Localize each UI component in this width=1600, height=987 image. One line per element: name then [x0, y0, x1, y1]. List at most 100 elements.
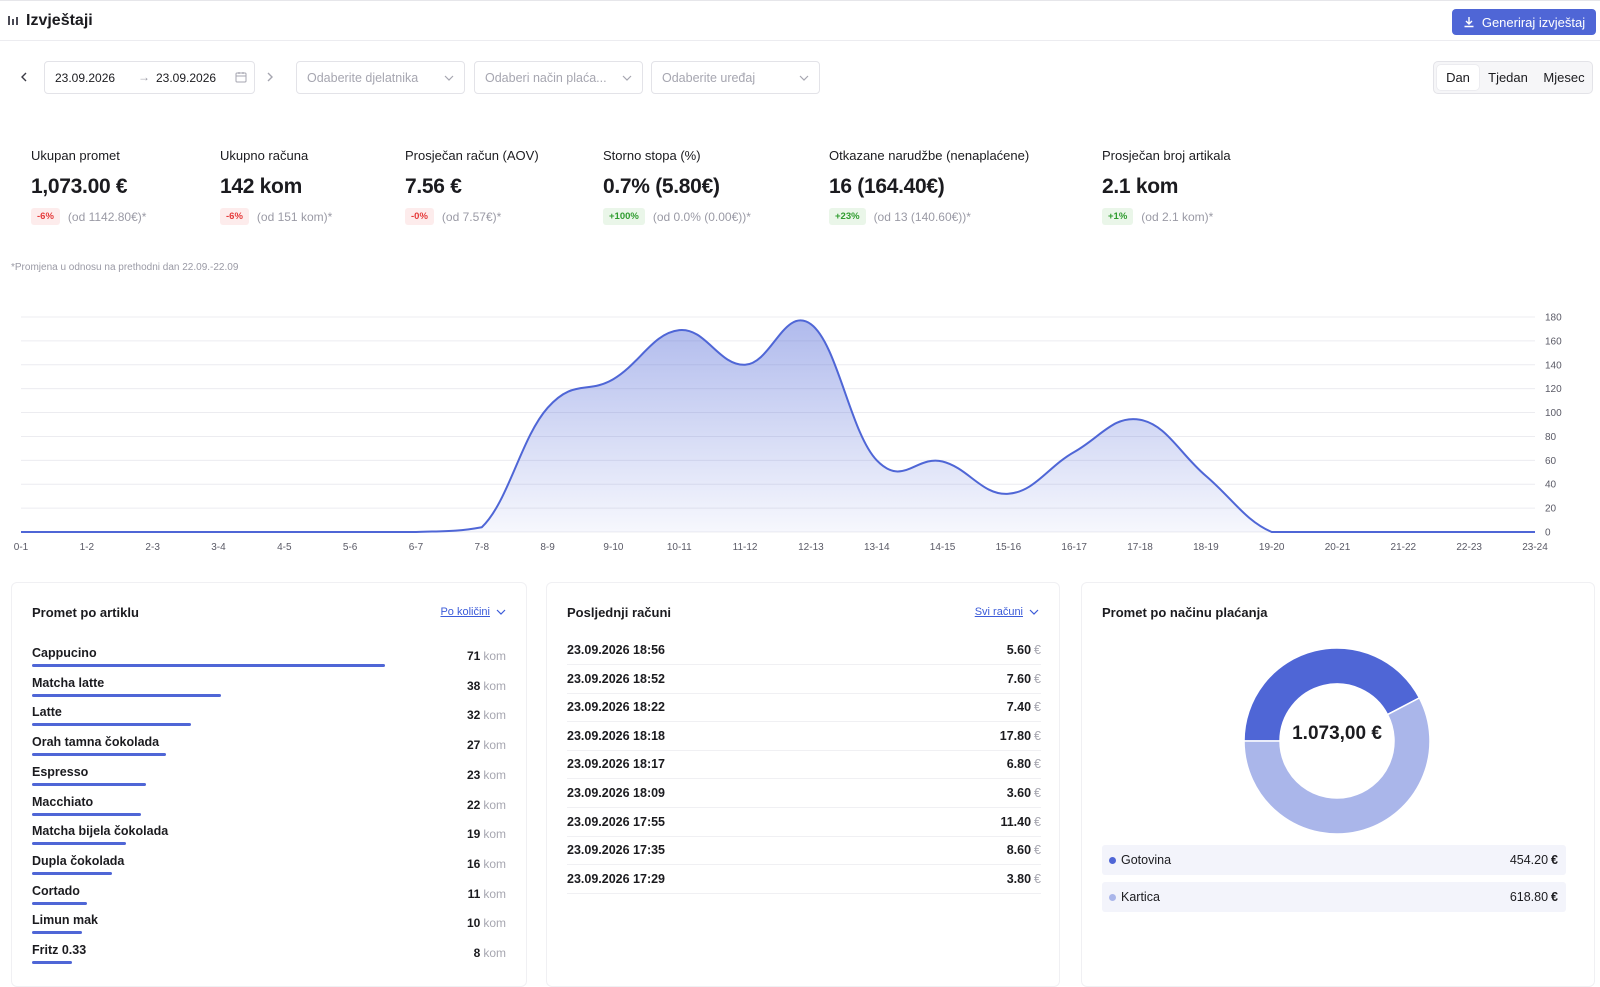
chart-point[interactable]: [1529, 526, 1541, 538]
legend-dot: [1109, 857, 1116, 864]
kpi-change-badge: -0%: [405, 208, 434, 225]
article-quantity-bar: [32, 664, 385, 667]
chart-point[interactable]: [1463, 526, 1475, 538]
bill-amount: 3.80 €: [1007, 872, 1041, 886]
y-tick-label: 0: [1545, 528, 1551, 539]
article-name: Cappucino: [32, 646, 97, 660]
chart-point[interactable]: [542, 402, 554, 414]
kpi-change-badge: -6%: [220, 208, 249, 225]
bill-row[interactable]: 23.09.2026 18:52 7.60 €: [567, 665, 1041, 694]
bill-row[interactable]: 23.09.2026 18:18 17.80 €: [567, 722, 1041, 751]
article-quantity-bar: [32, 723, 192, 727]
card-title: Promet po načinu plaćanja: [1102, 605, 1268, 620]
y-tick-label: 160: [1545, 336, 1562, 347]
next-day-button[interactable]: [260, 67, 280, 87]
bill-row[interactable]: 23.09.2026 18:09 3.60 €: [567, 779, 1041, 808]
chart-point[interactable]: [278, 526, 290, 538]
x-tick-label: 12-13: [798, 542, 824, 553]
bill-row[interactable]: 23.09.2026 18:17 6.80 €: [567, 750, 1041, 780]
donut-slice[interactable]: [1243, 647, 1421, 742]
article-quantity: 19 kom: [467, 827, 506, 841]
chart-point[interactable]: [937, 456, 949, 468]
bill-row[interactable]: 23.09.2026 17:35 8.60 €: [567, 836, 1041, 866]
article-row: Matcha bijela čokolada 19 kom: [32, 824, 506, 854]
donut-slice[interactable]: [1243, 696, 1431, 835]
chart-point[interactable]: [1068, 446, 1080, 458]
previous-day-button[interactable]: [14, 67, 34, 87]
employee-select[interactable]: Odaberite djelatnika: [296, 61, 465, 94]
chart-point[interactable]: [476, 521, 488, 533]
payment-amount-value: 618.80: [1509, 890, 1549, 904]
chevron-down-icon: [799, 75, 809, 81]
bill-currency: €: [1034, 671, 1041, 686]
donut-total: 1.073,00 €: [1292, 723, 1382, 744]
chart-point[interactable]: [81, 526, 93, 538]
bill-row[interactable]: 23.09.2026 18:56 5.60 €: [567, 636, 1041, 665]
kpi-compare: (od 0.0% (0.00€))*: [652, 209, 751, 224]
device-select[interactable]: Odaberite uređaj: [651, 61, 820, 94]
date-range-picker[interactable]: 23.09.2026 → 23.09.2026: [44, 61, 255, 94]
bill-datetime: 23.09.2026 18:09: [567, 786, 666, 800]
article-quantity-value: 27: [466, 738, 481, 753]
chart-point[interactable]: [739, 359, 751, 371]
x-tick-label: 20-21: [1325, 542, 1351, 553]
x-tick-label: 1-2: [80, 542, 95, 553]
chart-point[interactable]: [1266, 526, 1278, 538]
period-week-tab[interactable]: Tjedan: [1488, 70, 1528, 85]
x-tick-label: 23-24: [1522, 542, 1548, 553]
sort-by-quantity-dropdown[interactable]: Po količini: [440, 606, 506, 618]
bill-datetime: 23.09.2026 18:52: [567, 671, 666, 686]
chart-point[interactable]: [1134, 414, 1146, 426]
chart-point[interactable]: [1200, 470, 1212, 482]
article-quantity-value: 71: [466, 649, 481, 663]
chart-point[interactable]: [673, 324, 685, 336]
kpi-label: Ukupan promet: [31, 148, 120, 163]
payment-legend-row: Kartica 618.80 €: [1102, 882, 1566, 912]
kpi-value: 2.1 kom: [1102, 175, 1179, 198]
chart-point[interactable]: [147, 526, 159, 538]
chart-point[interactable]: [1397, 526, 1409, 538]
kpi-change-badge: -6%: [31, 208, 60, 225]
y-tick-label: 100: [1545, 408, 1562, 419]
chart-point[interactable]: [1002, 488, 1014, 500]
generate-report-button[interactable]: Generiraj izvještaj: [1452, 9, 1596, 35]
chart-point[interactable]: [607, 373, 619, 385]
chart-point[interactable]: [344, 526, 356, 538]
article-quantity-value: 19: [466, 827, 481, 842]
payment-method-select[interactable]: Odaberi način plaća...: [474, 61, 643, 94]
bill-currency: €: [1034, 786, 1041, 800]
article-quantity-bar: [32, 693, 221, 697]
chart-point[interactable]: [871, 454, 883, 466]
article-quantity-unit: kom: [483, 946, 506, 960]
bill-row[interactable]: 23.09.2026 17:55 11.40 €: [567, 808, 1041, 837]
article-name: Matcha latte: [32, 675, 105, 690]
kpi-value: 0.7% (5.80€): [603, 175, 720, 198]
article-name: Fritz 0.33: [32, 943, 87, 957]
kpi-storno-rate: Storno stopa (%) 0.7% (5.80€) +100% (od 0…: [603, 148, 751, 225]
chart-point[interactable]: [410, 526, 422, 538]
chart-point[interactable]: [212, 526, 224, 538]
period-toggle: Dan Tjedan Mjesec: [1433, 61, 1593, 94]
y-tick-label: 140: [1545, 360, 1562, 371]
chart-point[interactable]: [15, 526, 27, 538]
hourly-revenue-chart: 0 20 40 60 80 100 120 140 160 180 0-1 1-2 2-3 3-4 4-5 5…: [14, 313, 1562, 554]
all-bills-dropdown[interactable]: Svi računi: [975, 606, 1039, 618]
article-row: Fritz 0.33 8 kom: [32, 943, 506, 973]
chart-point[interactable]: [1332, 526, 1344, 538]
bill-row[interactable]: 23.09.2026 18:22 7.40 €: [567, 693, 1041, 723]
bill-row[interactable]: 23.09.2026 17:29 3.80 €: [567, 865, 1041, 894]
kpi-compare: (od 2.1 kom)*: [1141, 209, 1214, 224]
article-quantity-value: 22: [466, 797, 481, 812]
bill-amount-value: 3.60: [1006, 786, 1032, 800]
date-to[interactable]: 23.09.2026: [156, 71, 217, 85]
period-day-tab[interactable]: Dan: [1437, 65, 1479, 90]
bill-currency: €: [1034, 643, 1041, 657]
period-month-tab[interactable]: Mjesec: [1543, 70, 1585, 85]
article-row: Macchiato 22 kom: [32, 795, 506, 825]
x-tick-label: 21-22: [1391, 542, 1417, 553]
date-from[interactable]: 23.09.2026: [55, 71, 116, 85]
kpi-change-badge: +23%: [829, 208, 866, 225]
article-row: Limun mak 10 kom: [32, 913, 506, 943]
chart-point[interactable]: [805, 318, 817, 330]
payment-method-name: Gotovina: [1121, 853, 1172, 867]
